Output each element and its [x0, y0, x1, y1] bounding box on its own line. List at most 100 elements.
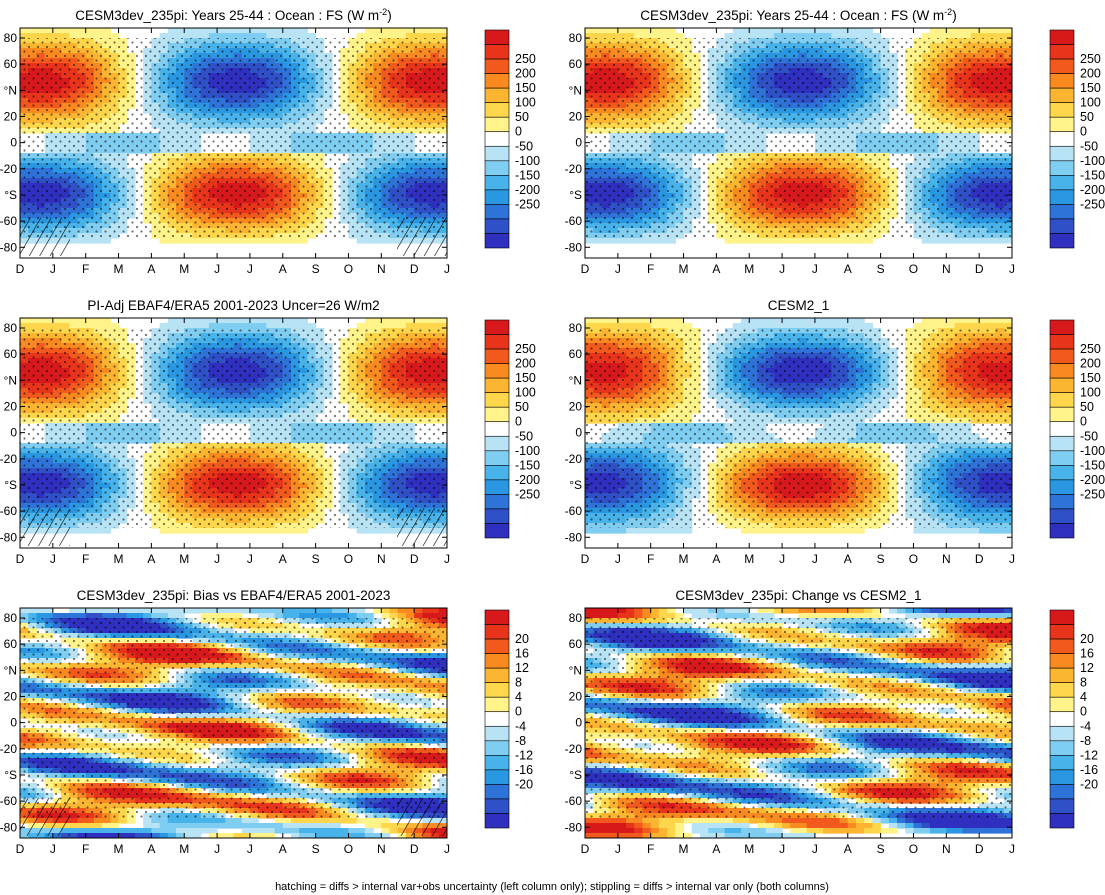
x-tick-label: J — [1009, 262, 1015, 276]
field-cell — [397, 28, 407, 34]
x-tick-label: A — [712, 262, 720, 276]
field-cell — [373, 238, 382, 244]
field-cell — [266, 238, 276, 244]
field-cell — [806, 238, 816, 244]
panel-1: CESM3dev_235pi: Years 25-44 : Ocean : FS… — [0, 7, 540, 276]
x-tick-label: N — [377, 262, 386, 276]
field-cell — [389, 28, 399, 34]
field-cell — [634, 33, 644, 39]
field-cell — [397, 33, 407, 39]
field-cell — [93, 323, 103, 329]
x-tick-label: D — [410, 262, 419, 276]
field-cell — [28, 33, 38, 39]
field-cell — [987, 238, 997, 244]
field-cell — [855, 238, 865, 244]
field-cell — [290, 323, 300, 329]
field-cell — [946, 28, 956, 34]
field-cell — [823, 28, 832, 34]
colorbar-label: 0 — [1080, 125, 1087, 139]
field-cell — [36, 33, 46, 39]
field-cell — [373, 318, 382, 324]
field-cell — [765, 238, 775, 244]
y-tick-label: -20 — [0, 162, 17, 176]
field-cell — [782, 28, 791, 34]
field-cell — [831, 238, 841, 244]
colorbar-label: -250 — [1080, 197, 1105, 211]
colorbar-swatch — [1049, 44, 1075, 60]
field-cell — [274, 238, 284, 244]
field-cell — [102, 238, 111, 244]
field-cell — [299, 33, 308, 39]
x-tick-label: A — [279, 262, 287, 276]
y-tick-label: -60 — [565, 214, 583, 228]
colorbar-label: -50 — [515, 139, 533, 153]
field-cell — [36, 28, 46, 34]
y-tick-label: 60 — [4, 57, 18, 71]
field-cell — [241, 238, 251, 244]
field-cell — [249, 33, 259, 39]
field-cell — [601, 28, 611, 34]
field-cell — [601, 238, 611, 244]
field-cell — [814, 238, 824, 244]
field-cell — [864, 33, 873, 39]
field-cell — [356, 323, 366, 329]
field-cell — [626, 238, 635, 244]
field-cell — [650, 28, 660, 34]
field-cell — [233, 33, 243, 39]
x-tick-label: M — [114, 262, 124, 276]
x-tick-label: M — [179, 262, 189, 276]
field-cell — [102, 323, 111, 329]
field-cell — [356, 238, 366, 244]
field-cell — [430, 28, 440, 34]
field-cell — [609, 28, 619, 34]
field-cell — [249, 318, 259, 324]
field-cell — [176, 238, 185, 244]
field-cell — [241, 33, 251, 39]
field-cell — [184, 323, 194, 329]
colorbar-swatch — [1049, 189, 1075, 205]
x-tick-label: J — [615, 262, 621, 276]
title-superscript: -2 — [379, 7, 387, 17]
x-tick-label: J — [444, 262, 450, 276]
colorbar-swatch — [484, 218, 510, 234]
field-cell — [85, 28, 95, 34]
field-cell — [790, 238, 800, 244]
field-cell — [831, 33, 841, 39]
x-tick-label: S — [312, 262, 320, 276]
y-tick-label: 20 — [569, 109, 583, 123]
field-cell — [773, 28, 783, 34]
field-cell — [200, 323, 210, 329]
colorbar-label: 50 — [515, 110, 529, 124]
colorbar-label: 250 — [515, 52, 536, 66]
field-cell — [414, 33, 423, 39]
field-cell — [847, 33, 857, 39]
field-cell — [192, 318, 202, 324]
hatching — [397, 218, 447, 256]
field-cell — [61, 323, 70, 329]
panel-3: PI-Adj EBAF4/ERA5 2001-2023 Uncer=26 W/m… — [0, 298, 540, 566]
field-cell — [110, 33, 120, 39]
y-tick-label: °S — [4, 188, 17, 202]
field-cell — [282, 238, 292, 244]
field-cell — [192, 28, 202, 34]
field-cell — [422, 318, 432, 324]
x-tick-label: F — [82, 262, 89, 276]
colorbar-swatch — [1049, 73, 1075, 89]
field-cell — [593, 238, 603, 244]
title-tail: ) — [387, 8, 392, 23]
field-cell — [405, 33, 415, 39]
field-cell — [299, 28, 308, 34]
field-cell — [798, 28, 808, 34]
field-cell — [962, 28, 972, 34]
field-cell — [192, 323, 202, 329]
colorbar-swatch — [484, 204, 510, 220]
y-tick-label: -80 — [565, 240, 583, 254]
heatmap-field — [585, 28, 1012, 258]
field-cell — [839, 28, 849, 34]
field-cell — [159, 323, 169, 329]
field-cell — [430, 318, 440, 324]
field-cell — [36, 323, 46, 329]
field-cell — [20, 33, 29, 39]
y-tick-label: 60 — [569, 57, 583, 71]
field-cell — [200, 33, 210, 39]
